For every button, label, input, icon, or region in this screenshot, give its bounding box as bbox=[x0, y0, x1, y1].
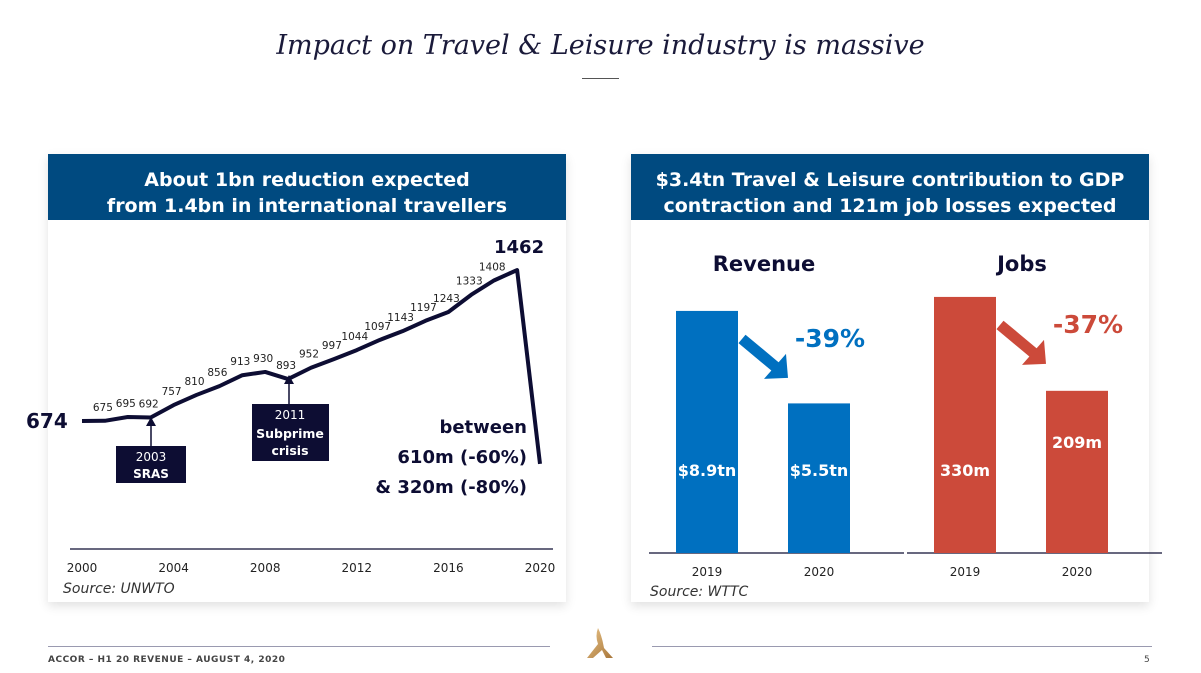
data-label: 1044 bbox=[341, 331, 368, 343]
data-label: 1243 bbox=[433, 293, 460, 305]
page-title: Impact on Travel & Leisure industry is m… bbox=[276, 30, 925, 61]
data-label: 695 bbox=[116, 398, 136, 410]
data-label: 856 bbox=[207, 367, 227, 379]
annotation-year: 2003 bbox=[136, 450, 167, 464]
projection-label: 610m (-60%) bbox=[397, 447, 527, 468]
x-tick-label: 2016 bbox=[433, 561, 464, 575]
footer-rule bbox=[652, 646, 1152, 647]
data-label: 952 bbox=[299, 349, 319, 361]
arrow-head bbox=[146, 417, 156, 426]
bar-value-label: $8.9tn bbox=[678, 461, 737, 480]
bar-chart-title: Jobs bbox=[995, 252, 1047, 276]
x-tick-label: 2020 bbox=[525, 561, 556, 575]
data-label: 893 bbox=[276, 360, 296, 372]
x-tick-label: 2019 bbox=[950, 565, 981, 579]
peak-label: 1462 bbox=[494, 237, 544, 258]
left-panel: About 1bn reduction expected from 1.4bn … bbox=[48, 154, 566, 602]
data-label: 1333 bbox=[456, 276, 483, 288]
x-tick-label: 2008 bbox=[250, 561, 281, 575]
title-divider bbox=[582, 78, 619, 79]
arrow-head bbox=[1022, 339, 1046, 365]
bar-value-label: 209m bbox=[1052, 433, 1102, 452]
left-panel-header: About 1bn reduction expected from 1.4bn … bbox=[48, 154, 566, 220]
projection-label: & 320m (-80%) bbox=[375, 477, 527, 498]
data-label: 810 bbox=[184, 376, 204, 388]
x-tick-label: 2004 bbox=[158, 561, 189, 575]
x-tick-label: 2019 bbox=[692, 565, 723, 579]
data-label: 1143 bbox=[387, 312, 414, 324]
bar bbox=[934, 296, 996, 553]
bar-value-label: 330m bbox=[940, 461, 990, 480]
series-line bbox=[81, 268, 542, 465]
data-label: 1097 bbox=[364, 321, 391, 333]
data-label: 930 bbox=[253, 353, 273, 365]
annotation-label: SRAS bbox=[133, 467, 169, 481]
header-line: $3.4tn Travel & Leisure contribution to … bbox=[655, 169, 1125, 191]
annotation-label: Subprime bbox=[256, 426, 324, 441]
data-label: 913 bbox=[230, 356, 250, 368]
data-label: 1197 bbox=[410, 302, 437, 314]
subprime-box bbox=[252, 404, 329, 461]
bar bbox=[676, 310, 738, 553]
page-number: 5 bbox=[1144, 655, 1150, 665]
footer-text: ACCOR – H1 20 REVENUE – AUGUST 4, 2020 bbox=[48, 655, 286, 665]
annotation-label: crisis bbox=[271, 443, 308, 458]
x-tick-label: 2012 bbox=[342, 561, 373, 575]
data-label: 1408 bbox=[479, 261, 506, 273]
start-label: 674 bbox=[26, 409, 68, 433]
change-label: -39% bbox=[795, 324, 865, 353]
arrow-head bbox=[764, 353, 788, 379]
source-note: Source: UNWTO bbox=[63, 581, 175, 597]
data-label: 757 bbox=[162, 386, 182, 398]
x-tick-label: 2020 bbox=[804, 565, 835, 579]
projection-label: between bbox=[439, 417, 527, 438]
bar-chart-title: Revenue bbox=[713, 252, 816, 276]
bar-value-label: $5.5tn bbox=[790, 461, 849, 480]
x-tick-label: 2020 bbox=[1062, 565, 1093, 579]
sras-box bbox=[116, 446, 186, 483]
change-label: -37% bbox=[1053, 310, 1123, 339]
source-note: Source: WTTC bbox=[650, 584, 749, 600]
data-label: 692 bbox=[139, 399, 159, 411]
header-line: from 1.4bn in international travellers bbox=[106, 195, 508, 217]
bar bbox=[788, 403, 850, 553]
x-tick-label: 2000 bbox=[67, 561, 98, 575]
down-arrow-icon bbox=[738, 334, 782, 374]
bar bbox=[1046, 390, 1108, 553]
footer-rule bbox=[48, 646, 550, 647]
data-label: 997 bbox=[322, 340, 342, 352]
header-line: contraction and 121m job losses expected bbox=[663, 195, 1117, 217]
annotation-year: 2011 bbox=[275, 408, 306, 422]
down-arrow-icon bbox=[996, 320, 1040, 360]
header-line: About 1bn reduction expected bbox=[144, 169, 470, 191]
data-label: 675 bbox=[93, 402, 113, 414]
arrow-head bbox=[284, 375, 294, 384]
right-panel-header: $3.4tn Travel & Leisure contribution to … bbox=[631, 154, 1149, 220]
